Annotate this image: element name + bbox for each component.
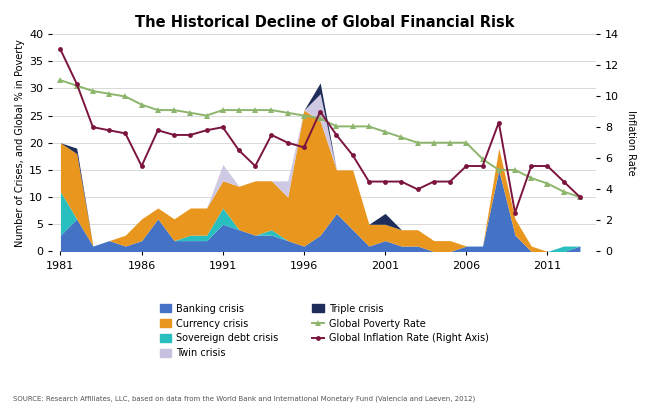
Text: SOURCE: Research Affiliates, LLC, based on data from the World Bank and Internat: SOURCE: Research Affiliates, LLC, based … — [13, 396, 475, 402]
Legend: Banking crisis, Currency crisis, Sovereign debt crisis, Twin crisis, Triple cris: Banking crisis, Currency crisis, Soverei… — [156, 300, 493, 362]
Title: The Historical Decline of Global Financial Risk: The Historical Decline of Global Financi… — [135, 15, 514, 30]
Y-axis label: Number of Crises, and Global % in Poverty: Number of Crises, and Global % in Povert… — [15, 39, 25, 247]
Y-axis label: Inflation Rate: Inflation Rate — [626, 110, 636, 175]
